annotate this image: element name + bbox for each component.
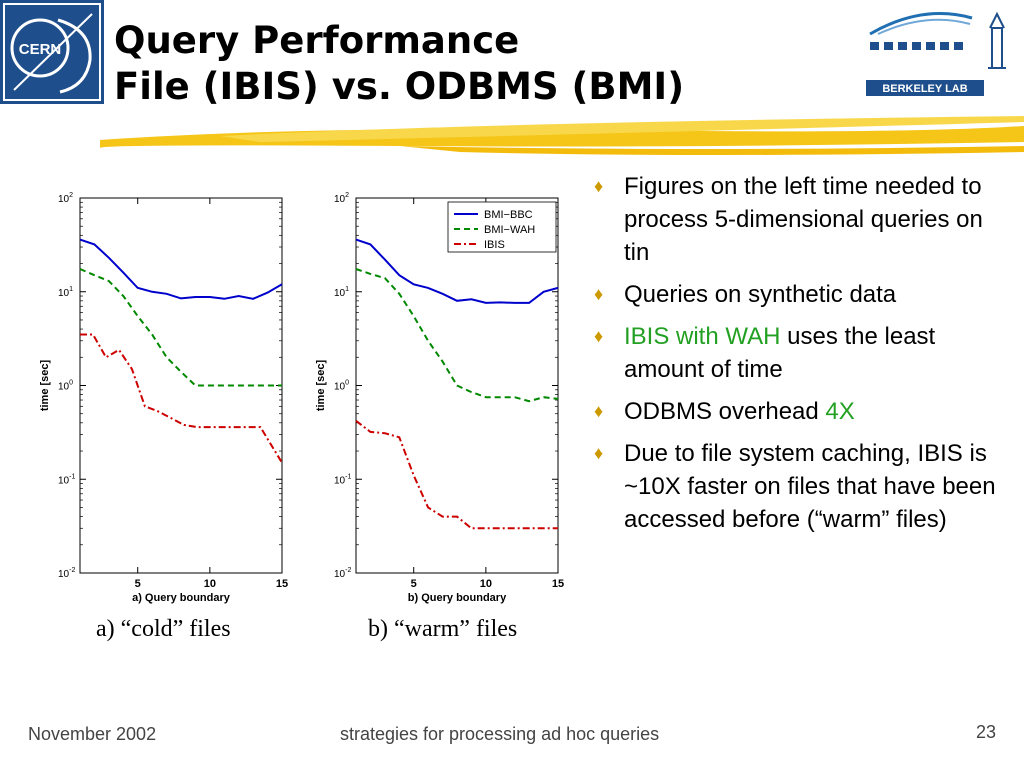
page-number: 23	[976, 722, 997, 742]
bullet-item: ♦ Due to file system caching, IBIS is ~10…	[590, 437, 1010, 536]
y-tick-label: 100	[58, 380, 73, 393]
series-line-bmi-wah	[355, 268, 559, 403]
bullet-item: ♦ ODBMS overhead 4X	[590, 395, 1010, 428]
y-tick-label: 102	[58, 192, 73, 205]
title-line-2: File (IBIS) vs. ODBMS (BMI)	[114, 65, 685, 108]
berkeley-lab-logo: BERKELEY LAB	[866, 11, 1006, 96]
cern-logo-text: CERN	[19, 41, 62, 58]
legend-entry: IBIS	[484, 239, 505, 251]
y-tick-base: 10	[334, 382, 346, 393]
y-tick-label: 101	[334, 286, 349, 299]
berkeley-lab-logo-text: BERKELEY LAB	[882, 83, 967, 95]
title-underline-swoosh	[100, 116, 1024, 155]
diamond-bullet-icon: ♦	[594, 326, 604, 346]
bullet-item: ♦ Figures on the left time needed to proc…	[590, 170, 1010, 269]
series-line-bmi-bbc	[79, 238, 283, 300]
y-axis-label: time [sec]	[39, 359, 51, 411]
bullet-item: ♦ IBIS with WAH uses the least amount of …	[590, 320, 1010, 386]
diamond-bullet-icon: ♦	[594, 284, 604, 304]
x-tick-label: 10	[480, 578, 492, 590]
diamond-bullet-icon: ♦	[594, 443, 604, 463]
series-line-ibis	[355, 420, 558, 530]
y-tick-exponent: 0	[345, 380, 349, 387]
y-tick-exponent: 2	[345, 192, 349, 199]
caption-warm-files: b) “warm” files	[368, 616, 518, 642]
bullet-text: ODBMS overhead	[624, 398, 826, 425]
y-tick-label: 10-1	[334, 473, 351, 486]
slide-title: Query Performance File (IBIS) vs. ODBMS …	[114, 18, 684, 110]
bullet-item: ♦ Queries on synthetic data	[590, 278, 1010, 311]
y-tick-label: 10-1	[58, 473, 75, 486]
caption-cold-files: a) “cold” files	[96, 616, 231, 642]
y-tick-exponent: 0	[69, 380, 73, 387]
y-tick-base: 10	[58, 569, 70, 580]
y-tick-exponent: 1	[345, 286, 349, 293]
bullet-text: Figures on the left time needed to proce…	[624, 173, 983, 266]
y-tick-base: 10	[58, 475, 70, 486]
x-tick-label: 10	[204, 578, 216, 590]
x-tick-label: 15	[552, 578, 564, 590]
x-axis-label: a) Query boundary	[132, 592, 231, 604]
bullet-list: ♦ Figures on the left time needed to proc…	[590, 170, 1010, 545]
y-tick-exponent: -1	[69, 473, 75, 480]
x-axis-label: b) Query boundary	[408, 592, 507, 604]
y-tick-base: 10	[334, 194, 346, 205]
diamond-bullet-icon: ♦	[594, 176, 604, 196]
y-tick-base: 10	[58, 382, 70, 393]
legend-entry: BMI−BBC	[484, 209, 533, 221]
diamond-bullet-icon: ♦	[594, 401, 604, 421]
y-tick-label: 100	[334, 380, 349, 393]
y-tick-base: 10	[58, 194, 70, 205]
y-tick-exponent: -1	[345, 473, 351, 480]
y-tick-base: 10	[334, 288, 346, 299]
bullet-text: Due to file system caching, IBIS is ~10X…	[624, 440, 996, 533]
y-tick-label: 101	[58, 286, 73, 299]
series-line-bmi-wah	[79, 268, 282, 387]
y-tick-base: 10	[334, 475, 346, 486]
cern-logo: CERN	[0, 0, 104, 104]
bullet-text: 4X	[825, 398, 855, 425]
y-tick-base: 10	[334, 569, 346, 580]
x-tick-label: 5	[411, 578, 417, 590]
legend-entry: BMI−WAH	[484, 224, 535, 236]
y-axis-label: time [sec]	[315, 359, 327, 411]
footer-title: strategies for processing ad hoc queries	[340, 724, 660, 744]
y-tick-label: 10-2	[58, 567, 75, 580]
y-tick-label: 102	[334, 192, 349, 205]
title-line-1: Query Performance	[114, 19, 520, 62]
series-line-bmi-bbc	[355, 238, 559, 304]
series-line-ibis	[80, 333, 283, 464]
bullet-text: uses the least amount of time	[624, 323, 936, 383]
x-tick-label: 15	[276, 578, 288, 590]
x-tick-label: 5	[135, 578, 141, 590]
y-tick-exponent: -2	[345, 567, 351, 574]
y-tick-base: 10	[58, 288, 70, 299]
y-tick-exponent: 2	[69, 192, 73, 199]
footer-date: November 2002	[28, 724, 157, 744]
bullet-text: Queries on synthetic data	[624, 281, 897, 308]
y-tick-label: 10-2	[334, 567, 351, 580]
y-tick-exponent: 1	[69, 286, 73, 293]
y-tick-exponent: -2	[69, 567, 75, 574]
bullet-text: IBIS with WAH	[624, 323, 781, 350]
